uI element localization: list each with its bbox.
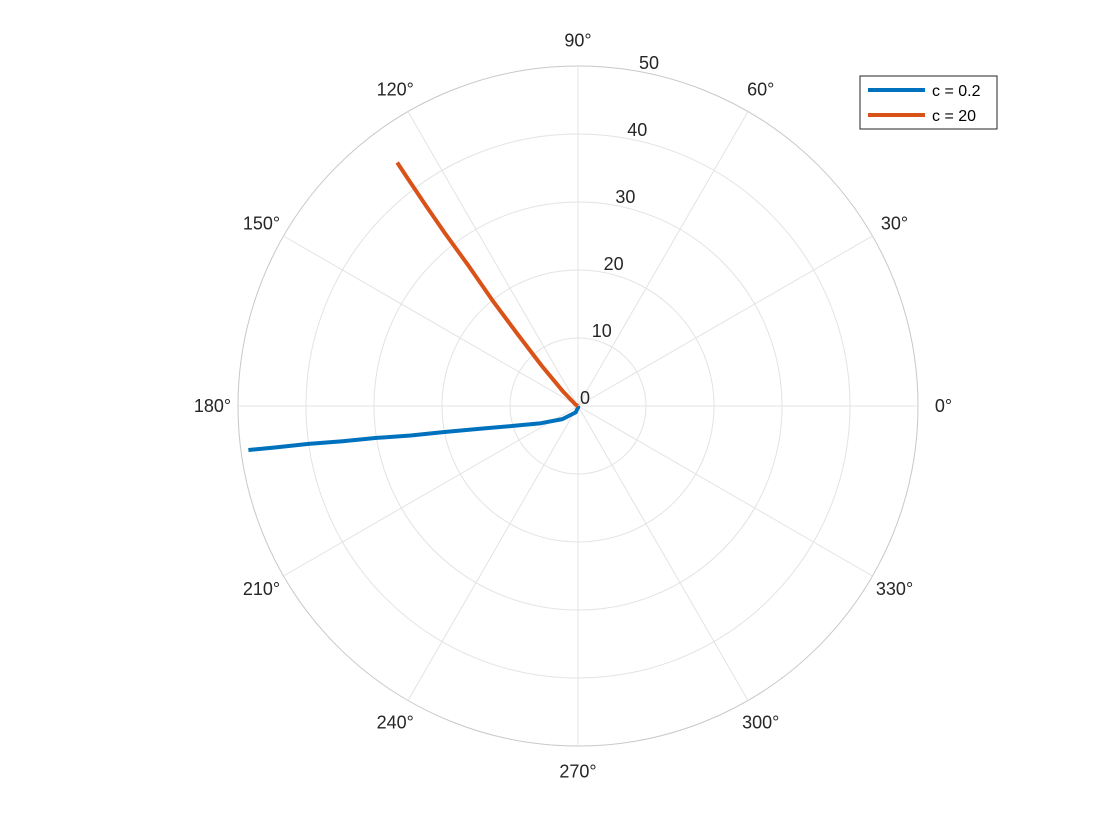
theta-tick-labels: 0° 30° 60° 90° 120° 150° 180° 210° 240° 270° 300° 3… [194, 31, 952, 782]
polar-grid [237, 65, 919, 747]
legend-label-c-0-2: c = 0.2 [932, 83, 981, 100]
theta-tick-label: 60° [747, 79, 774, 99]
theta-tick-label: 90° [564, 31, 591, 51]
r-tick-label: 10 [592, 321, 612, 341]
series-line-c-20 [395, 161, 580, 408]
legend: c = 0.2 c = 20 [859, 75, 998, 130]
theta-tick-label: 270° [559, 762, 596, 782]
legend-box [859, 75, 998, 130]
theta-tick-label: 120° [377, 79, 414, 99]
grid-spoke [283, 405, 579, 577]
grid-spoke [283, 235, 579, 407]
grid-spoke [577, 405, 873, 577]
grid-spoke [407, 111, 579, 407]
r-tick-label: 50 [639, 53, 659, 73]
r-tick-label: 40 [627, 120, 647, 140]
grid-spoke [577, 235, 873, 407]
legend-label-c-20: c = 20 [932, 108, 976, 125]
series-line-c-0-2 [248, 405, 581, 452]
theta-tick-label: 300° [742, 713, 779, 733]
grid-spoke [577, 111, 749, 407]
r-tick-label: 20 [604, 254, 624, 274]
theta-tick-label: 210° [243, 579, 280, 599]
series-lines [248, 161, 581, 452]
theta-tick-label: 30° [881, 213, 908, 233]
r-tick-label: 30 [615, 187, 635, 207]
theta-tick-label: 180° [194, 396, 231, 416]
grid-spoke [577, 405, 749, 701]
theta-tick-label: 150° [243, 213, 280, 233]
r-tick-label: 0 [580, 388, 590, 408]
theta-tick-label: 240° [377, 713, 414, 733]
radial-tick-labels: 0 10 20 30 40 50 [580, 53, 659, 408]
theta-tick-label: 330° [876, 579, 913, 599]
grid-spoke [407, 405, 579, 701]
theta-tick-label: 0° [935, 396, 952, 416]
